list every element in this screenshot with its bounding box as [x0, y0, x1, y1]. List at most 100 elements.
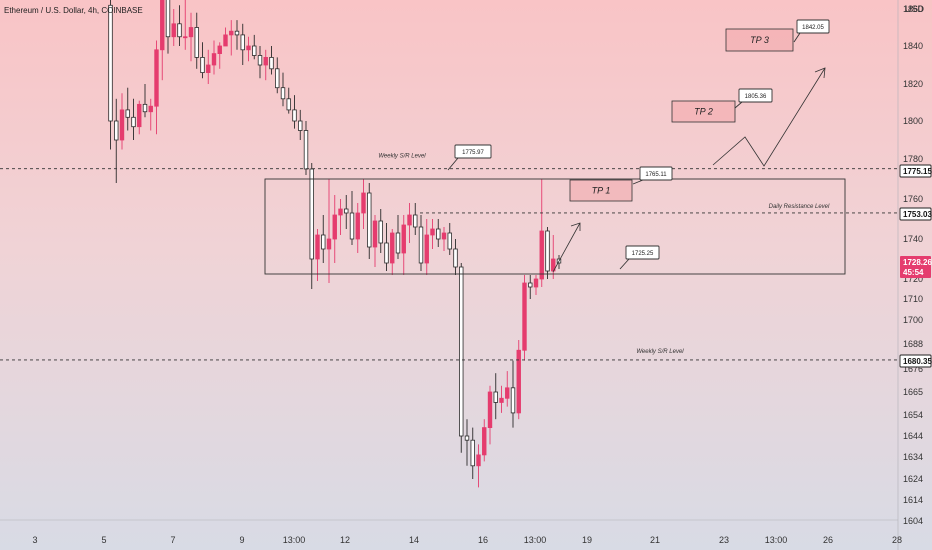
- candle: [177, 5, 182, 46]
- candles-layer: [108, 0, 562, 488]
- price-callout: 1805.36: [734, 88, 773, 109]
- x-tick-label: 26: [823, 535, 833, 545]
- candle: [160, 0, 165, 81]
- range-box: [264, 178, 846, 275]
- chart-title: Ethereum / U.S. Dollar, 4h, COINBASE: [4, 6, 143, 15]
- price-tag: 1753.03: [899, 207, 932, 221]
- candle: [390, 229, 395, 275]
- take-profit-target: TP 1: [569, 179, 633, 202]
- candle: [332, 195, 337, 263]
- y-tick-label: 1644: [903, 431, 923, 441]
- price-tag-value: 1680.35: [903, 357, 932, 366]
- candle: [108, 0, 113, 150]
- x-tick-label: 3: [32, 535, 37, 545]
- candle: [516, 340, 521, 420]
- candle: [183, 0, 188, 50]
- y-tick-label: 1760: [903, 194, 923, 204]
- candle: [286, 87, 291, 114]
- candle: [137, 100, 142, 135]
- levels-layer: Weekly S/R Level Daily Resistance Level We…: [0, 154, 898, 361]
- candle: [240, 23, 245, 65]
- candle: [510, 360, 516, 428]
- y-tick-label: 1740: [903, 234, 923, 244]
- candle: [401, 215, 406, 275]
- candle: [142, 84, 148, 118]
- target-label: TP 3: [750, 35, 769, 45]
- candle: [453, 239, 458, 275]
- y-tick-label: 1676: [903, 364, 923, 374]
- candle: [217, 42, 222, 69]
- candle: [154, 40, 159, 135]
- y-tick-label: 1654: [903, 410, 923, 420]
- candle: [194, 12, 199, 69]
- candle: [539, 179, 544, 287]
- candle: [119, 93, 125, 150]
- candle: [384, 223, 389, 271]
- candle: [280, 72, 286, 107]
- candle: [430, 219, 435, 249]
- x-tick-label: 16: [478, 535, 488, 545]
- candle: [545, 227, 550, 279]
- y-tick-label: 1780: [903, 154, 923, 164]
- x-tick-label: 13:00: [283, 535, 306, 545]
- candle: [229, 20, 234, 56]
- candle: [252, 34, 257, 60]
- level-label: Weekly S/R Level: [378, 154, 426, 160]
- candle: [321, 215, 326, 263]
- y-axis-ticks: 1604 1614 1624 1634 1644 1654 1665 1676 1688 1700…: [903, 4, 923, 526]
- x-tick-label: 23: [719, 535, 729, 545]
- candle: [292, 95, 297, 129]
- candle: [275, 57, 280, 94]
- target-label: TP 1: [592, 186, 611, 196]
- candle: [349, 191, 355, 245]
- candle: [528, 275, 533, 299]
- level-label: Daily Resistance Level: [769, 204, 830, 210]
- candle: [263, 49, 268, 81]
- callout-value: 1842.05: [802, 25, 824, 31]
- y-tick-label: 1614: [903, 495, 923, 505]
- candle: [223, 27, 228, 47]
- candle: [234, 20, 240, 50]
- target-label: TP 2: [694, 107, 713, 117]
- candle: [493, 373, 498, 420]
- callout-value: 1725.25: [632, 251, 654, 257]
- candle: [171, 9, 176, 46]
- price-tag-value: 1775.15: [903, 167, 932, 176]
- candle: [378, 209, 383, 253]
- candle: [505, 371, 510, 407]
- x-tick-label: 21: [650, 535, 660, 545]
- candle: [206, 49, 211, 84]
- level-label: Weekly S/R Level: [636, 349, 684, 355]
- currency-label: USD: [905, 4, 925, 14]
- candle: [482, 419, 487, 462]
- candle: [487, 385, 493, 445]
- candle: [298, 109, 303, 140]
- y-tick-label: 1800: [903, 116, 923, 126]
- candle: [447, 223, 452, 255]
- candle: [424, 219, 429, 275]
- callout-value: 1775.97: [462, 150, 484, 156]
- take-profit-target: TP 3: [725, 28, 794, 52]
- x-tick-label: 5: [101, 535, 106, 545]
- price-callout: 1725.25: [619, 245, 660, 270]
- y-tick-label: 1604: [903, 516, 923, 526]
- candle: [125, 87, 130, 131]
- candle: [200, 42, 205, 79]
- candle: [533, 275, 539, 295]
- candle: [165, 0, 171, 54]
- y-tick-label: 1710: [903, 294, 923, 304]
- x-tick-label: 12: [340, 535, 350, 545]
- x-tick-label: 9: [239, 535, 244, 545]
- y-tick-label: 1860: [903, 4, 923, 14]
- callout-value: 1805.36: [745, 94, 767, 100]
- y-tick-label: 1665: [903, 387, 923, 397]
- candle: [315, 229, 320, 281]
- price-tag-value: 1728.26: [903, 258, 932, 267]
- y-tick-label: 1688: [903, 339, 923, 349]
- candle: [367, 183, 372, 259]
- candle: [464, 419, 470, 466]
